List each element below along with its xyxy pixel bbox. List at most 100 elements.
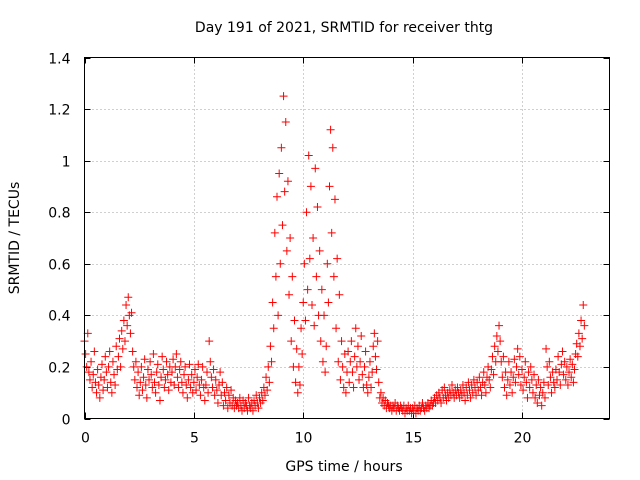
data-point <box>526 362 535 371</box>
data-point <box>116 362 125 371</box>
data-point <box>349 383 358 392</box>
data-point <box>521 357 530 366</box>
data-point <box>440 383 449 392</box>
data-point <box>90 347 99 356</box>
data-point <box>542 344 551 353</box>
data-point <box>295 380 304 389</box>
data-point <box>180 370 189 379</box>
data-point <box>219 401 228 410</box>
data-point <box>352 362 361 371</box>
data-point <box>367 383 376 392</box>
data-point <box>134 368 143 377</box>
data-point <box>285 290 294 299</box>
data-point <box>376 388 385 397</box>
data-point <box>448 380 456 389</box>
data-point <box>503 375 512 384</box>
data-point <box>92 388 101 397</box>
data-point <box>283 177 292 186</box>
data-point <box>98 360 106 369</box>
data-point <box>523 393 532 402</box>
data-point <box>563 380 572 389</box>
data-point <box>374 378 383 387</box>
data-point <box>174 383 183 392</box>
data-point <box>317 285 326 294</box>
data-point <box>149 350 158 359</box>
data-point <box>437 399 446 408</box>
data-point <box>271 272 280 281</box>
x-tick-label: 5 <box>190 431 199 447</box>
data-point <box>334 357 343 366</box>
data-point <box>216 368 225 377</box>
data-point <box>268 298 277 307</box>
data-point <box>193 373 202 382</box>
data-point <box>332 324 341 333</box>
data-point <box>495 321 504 330</box>
data-point <box>544 380 553 389</box>
data-point <box>204 388 213 397</box>
data-point <box>330 195 339 204</box>
data-point <box>203 368 211 377</box>
data-point <box>492 331 501 340</box>
data-point <box>358 370 367 379</box>
data-point <box>200 396 209 405</box>
data-point <box>497 357 506 366</box>
data-point <box>114 352 123 361</box>
data-point <box>139 373 148 382</box>
data-point <box>99 386 108 395</box>
data-point <box>150 378 159 387</box>
data-point <box>558 347 567 356</box>
data-point <box>274 311 283 320</box>
data-point <box>498 373 507 382</box>
data-point <box>194 360 203 369</box>
data-point <box>244 393 253 402</box>
data-point <box>372 365 381 374</box>
data-point <box>346 357 355 366</box>
data-point <box>265 378 274 387</box>
data-point <box>485 375 494 384</box>
data-point <box>565 368 574 377</box>
data-point <box>85 375 94 384</box>
data-point <box>103 383 112 392</box>
data-point <box>294 362 303 371</box>
data-point <box>477 391 486 400</box>
data-point <box>126 329 135 338</box>
data-point <box>187 370 196 379</box>
data-point <box>264 362 273 371</box>
data-point <box>320 311 329 320</box>
data-point <box>160 383 169 392</box>
data-point <box>355 375 364 384</box>
data-point <box>277 143 286 152</box>
data-point <box>269 324 278 333</box>
data-point <box>300 259 309 268</box>
data-point <box>362 380 371 389</box>
data-point <box>306 182 315 191</box>
data-point <box>159 365 168 374</box>
data-point <box>344 347 353 356</box>
data-point <box>275 169 284 178</box>
data-point <box>337 337 346 346</box>
data-point <box>111 380 120 389</box>
data-point <box>566 355 575 364</box>
data-point <box>267 357 276 366</box>
data-point <box>479 368 488 377</box>
data-point <box>579 301 588 310</box>
data-point <box>316 337 325 346</box>
data-point <box>206 357 215 366</box>
data-point <box>347 337 356 346</box>
data-point <box>221 396 230 405</box>
data-point <box>537 401 546 410</box>
data-point <box>181 362 190 371</box>
data-point <box>131 357 140 366</box>
data-point <box>130 375 139 384</box>
data-point <box>335 290 344 299</box>
data-point <box>466 393 475 402</box>
data-point <box>301 316 310 325</box>
data-point <box>365 357 374 366</box>
data-point <box>575 342 584 351</box>
data-point <box>567 373 576 382</box>
data-point <box>100 375 109 384</box>
data-point <box>137 362 146 371</box>
data-point <box>487 365 496 374</box>
data-point <box>353 342 362 351</box>
data-point <box>110 370 119 379</box>
